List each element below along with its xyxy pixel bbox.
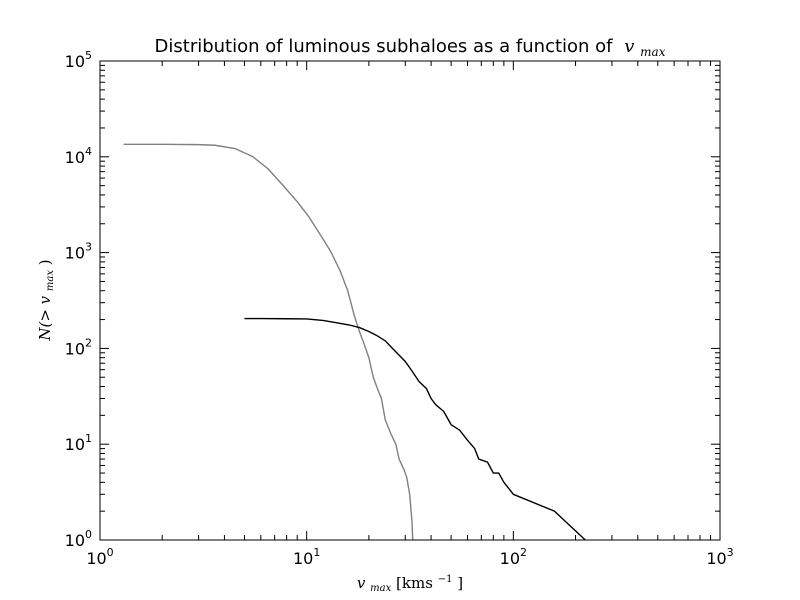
- x-tick-label-base: 10: [86, 549, 106, 568]
- y-tick-label-exp: 1: [85, 432, 92, 445]
- series-line-1: [123, 143, 414, 540]
- x-axis-label-sub: max: [370, 583, 391, 594]
- plot-frame: [99, 60, 721, 541]
- y-tick-label-base: 10: [65, 244, 85, 263]
- series-line-2: [244, 317, 586, 540]
- y-tick-label-exp: 4: [85, 145, 92, 158]
- x-axis-label-units: [kms: [396, 574, 433, 592]
- y-axis-label-prefix: N(>: [36, 309, 54, 342]
- x-tick-label-base: 10: [500, 549, 520, 568]
- x-tick-label: 102: [500, 546, 527, 568]
- x-axis-label-units-exp: −1: [438, 574, 453, 585]
- y-axis-label: N(> v max ): [36, 259, 57, 341]
- x-tick-label-base: 10: [706, 549, 726, 568]
- chart-title-math-sub: max: [640, 45, 666, 59]
- x-tick-label-exp: 3: [727, 546, 734, 559]
- x-tick-label: 101: [293, 546, 320, 568]
- x-axis-label: v max [kms −1 ]: [357, 568, 463, 595]
- y-tick-label: 100: [65, 528, 92, 550]
- chart-title-math: v: [624, 36, 634, 57]
- y-tick-label-base: 10: [65, 339, 85, 358]
- y-axis-label-sub: max: [45, 270, 56, 291]
- y-tick-label-exp: 3: [85, 241, 92, 254]
- y-tick-label-base: 10: [65, 531, 85, 550]
- chart-title-prefix: Distribution of luminous subhaloes as a …: [155, 36, 614, 57]
- y-tick-label-base: 10: [65, 435, 85, 454]
- x-tick-label: 103: [706, 546, 733, 568]
- y-tick-label: 102: [65, 336, 92, 358]
- x-tick-label-exp: 1: [313, 546, 320, 559]
- x-tick-label-base: 10: [293, 549, 313, 568]
- y-tick-label: 101: [65, 432, 92, 454]
- y-tick-label-base: 10: [65, 148, 85, 167]
- y-axis-label-var: v: [36, 295, 54, 304]
- y-axis-label-suffix: ): [36, 259, 54, 265]
- y-tick-label-base: 10: [65, 52, 85, 71]
- x-axis-label-units-end: ]: [457, 574, 463, 592]
- y-tick-label: 105: [65, 49, 92, 71]
- x-tick-label-exp: 2: [520, 546, 527, 559]
- y-tick-label-exp: 5: [85, 49, 92, 62]
- y-tick-label-exp: 2: [85, 336, 92, 349]
- y-tick-label: 104: [65, 145, 92, 167]
- y-tick-label: 103: [65, 241, 92, 263]
- x-axis-label-var: v: [357, 574, 366, 592]
- y-tick-label-exp: 0: [85, 528, 92, 541]
- x-tick-label-exp: 0: [107, 546, 114, 559]
- chart-title: Distribution of luminous subhaloes as a …: [155, 36, 666, 59]
- x-tick-label: 100: [86, 546, 113, 568]
